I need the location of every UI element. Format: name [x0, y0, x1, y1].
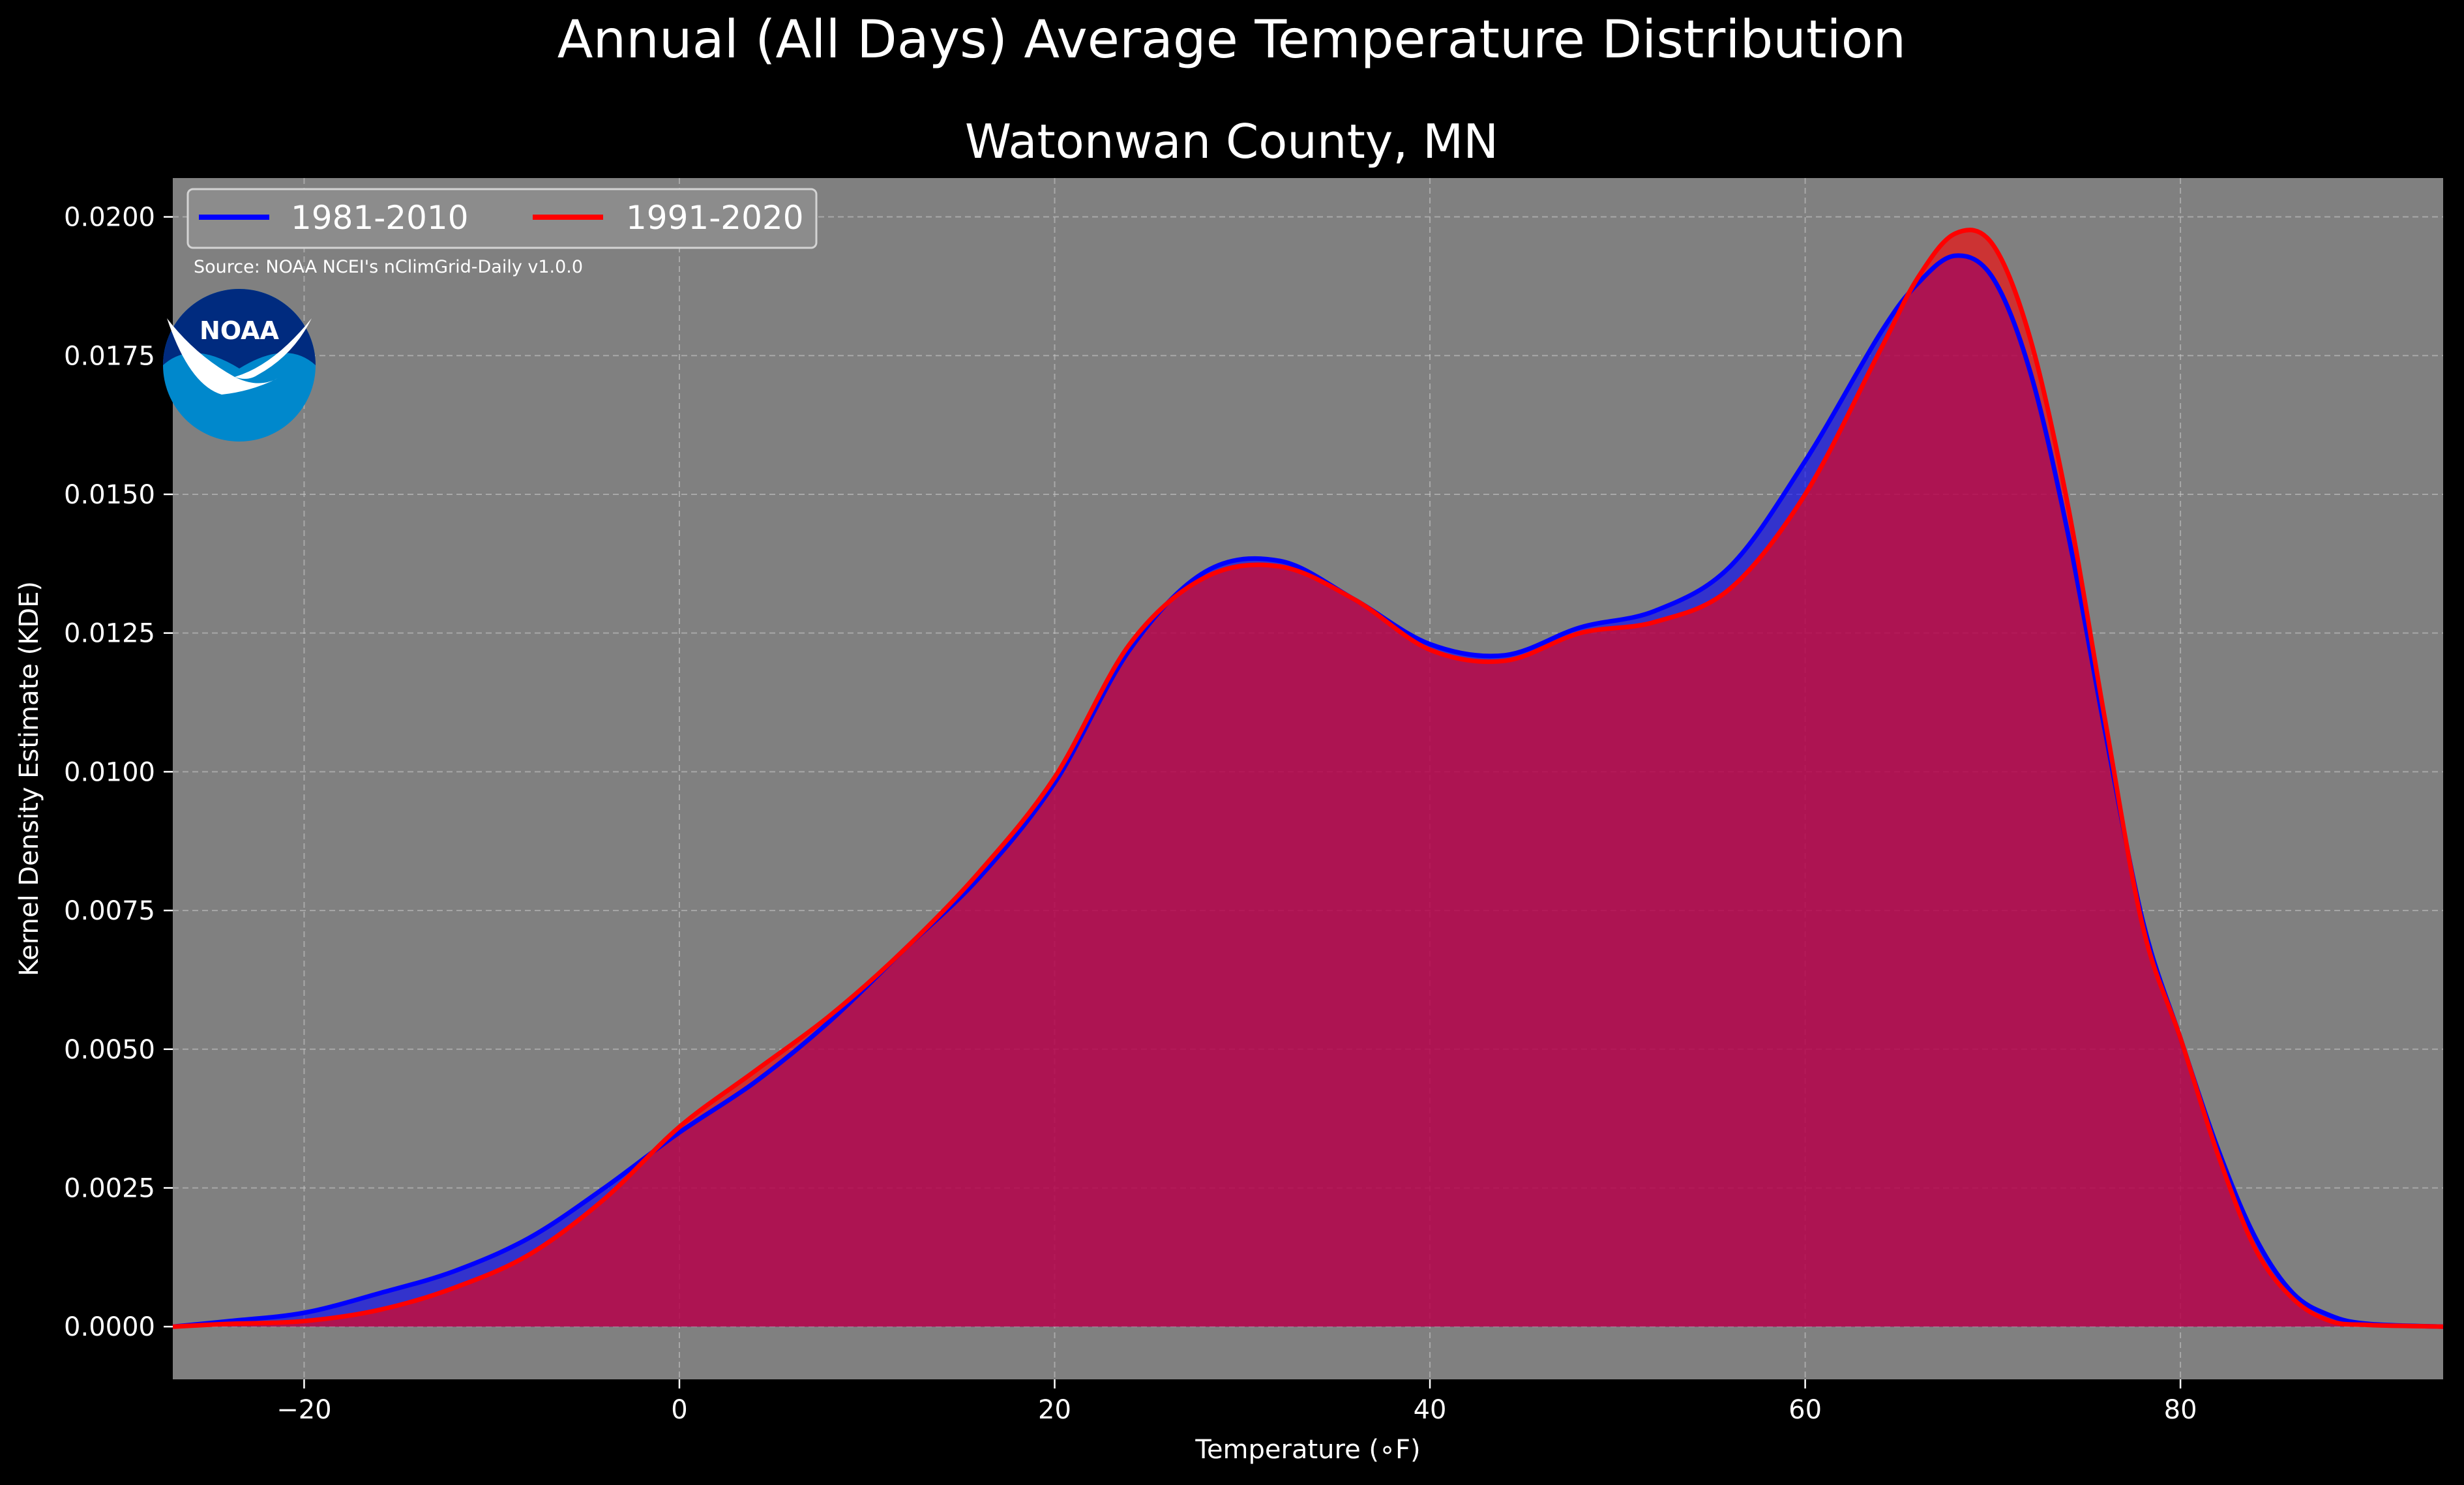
chart-subtitle: Watonwan County, MN	[965, 114, 1498, 169]
x-axis-label: Temperature (∘F)	[1195, 1435, 1420, 1465]
noaa-logo: NOAA	[163, 289, 316, 442]
y-tick-label: 0.0025	[64, 1173, 155, 1203]
y-tick-label: 0.0175	[64, 341, 155, 371]
y-tick-label: 0.0125	[64, 619, 155, 649]
y-axis-label: Kernel Density Estimate (KDE)	[14, 581, 44, 976]
legend-box	[186, 188, 818, 249]
legend-label-1981-2010: 1981-2010	[291, 199, 469, 237]
y-tick-label: 0.0050	[64, 1035, 155, 1065]
noaa-logo-text: NOAA	[200, 316, 279, 345]
y-tick-label: 0.0200	[64, 203, 155, 233]
x-tick-label: 20	[1038, 1395, 1071, 1425]
source-note: Source: NOAA NCEI's nClimGrid-Daily v1.0…	[194, 257, 583, 277]
legend: 1981-2010 1991-2020	[186, 188, 818, 249]
y-tick-label: 0.0100	[64, 757, 155, 787]
chart-title: Annual (All Days) Average Temperature Di…	[557, 9, 1906, 70]
line-1991-2020	[172, 228, 2444, 1329]
x-tick-label: 0	[671, 1395, 687, 1425]
y-tick-label: 0.0075	[64, 896, 155, 926]
x-tick-label: 80	[2164, 1395, 2197, 1425]
legend-label-1991-2020: 1991-2020	[626, 199, 804, 237]
x-tick-label: 40	[1414, 1395, 1447, 1425]
y-tick-label: 0.0000	[64, 1312, 155, 1342]
x-tick-label: −20	[276, 1395, 331, 1425]
x-tick-label: 60	[1789, 1395, 1822, 1425]
series-layer	[172, 228, 2444, 1329]
y-tick-label: 0.0150	[64, 480, 155, 510]
axes: −20 0 20 40 60 80 0.0000 0.0025 0.0050 0.0075 0.01…	[64, 203, 2197, 1425]
area-1991-2020	[173, 230, 2443, 1327]
